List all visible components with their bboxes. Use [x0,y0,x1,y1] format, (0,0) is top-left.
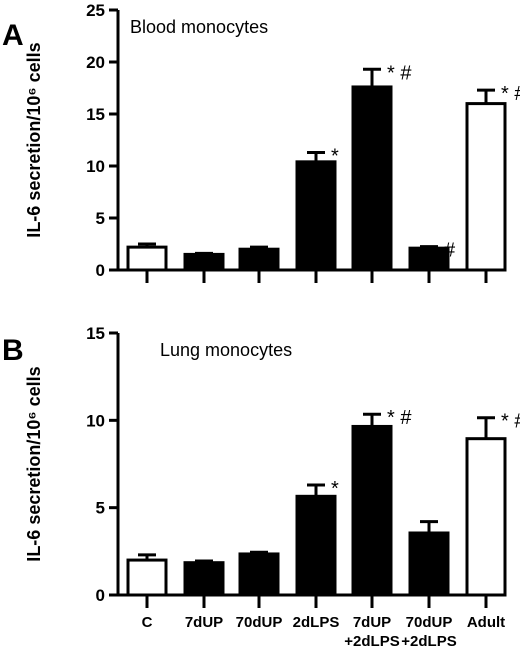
significance-marker: * [331,145,339,167]
bar [238,247,280,272]
x-tick-label: 70dUP +2dLPS [401,614,456,650]
panel-b: B Lung monocytes IL-6 secretion/10⁶ cells 0… [2,324,520,650]
y-tick-label: 20 [86,53,105,72]
chart-title: Lung monocytes [160,340,292,360]
panel-a: A Blood monocytes IL-6 secretion/10⁶ cells… [2,1,520,283]
significance-marker: * # [501,411,520,433]
bar [465,102,507,272]
y-tick-label: 0 [96,261,105,280]
bar [183,252,225,272]
bar [408,531,450,597]
x-tick-label: 7dUP [185,614,223,631]
x-tick-label: 70dUP [236,614,283,631]
bar [126,558,168,597]
y-tick-label: 5 [96,499,105,518]
bar [465,437,507,597]
y-axis-label: IL-6 secretion/10⁶ cells [24,366,44,561]
y-tick-label: 5 [96,209,105,228]
x-tick-label: Adult [467,614,505,631]
y-tick-label: 15 [86,324,105,343]
bar [408,246,450,272]
x-tick-label: C [142,614,153,631]
significance-marker: * # [387,407,412,429]
panel-letter: B [2,334,24,367]
significance-marker: * # [501,83,520,105]
y-tick-label: 10 [86,157,105,176]
y-tick-label: 10 [86,411,105,430]
y-tick-label: 15 [86,105,105,124]
y-axis-label: IL-6 secretion/10⁶ cells [24,42,44,237]
bar [126,245,168,272]
bar [183,561,225,597]
x-tick-label: 2dLPS [293,614,340,631]
bar [351,85,393,272]
significance-marker: * [331,478,339,500]
y-tick-label: 0 [96,586,105,605]
significance-marker: # [444,240,456,262]
chart-title: Blood monocytes [130,17,268,37]
significance-marker: * # [387,62,412,84]
x-tick-label: 7dUP +2dLPS [344,614,399,650]
bar [295,494,337,597]
panel-letter: A [2,19,24,52]
bar [238,552,280,597]
bar [295,160,337,272]
y-tick-label: 25 [86,1,105,20]
bar [351,424,393,597]
